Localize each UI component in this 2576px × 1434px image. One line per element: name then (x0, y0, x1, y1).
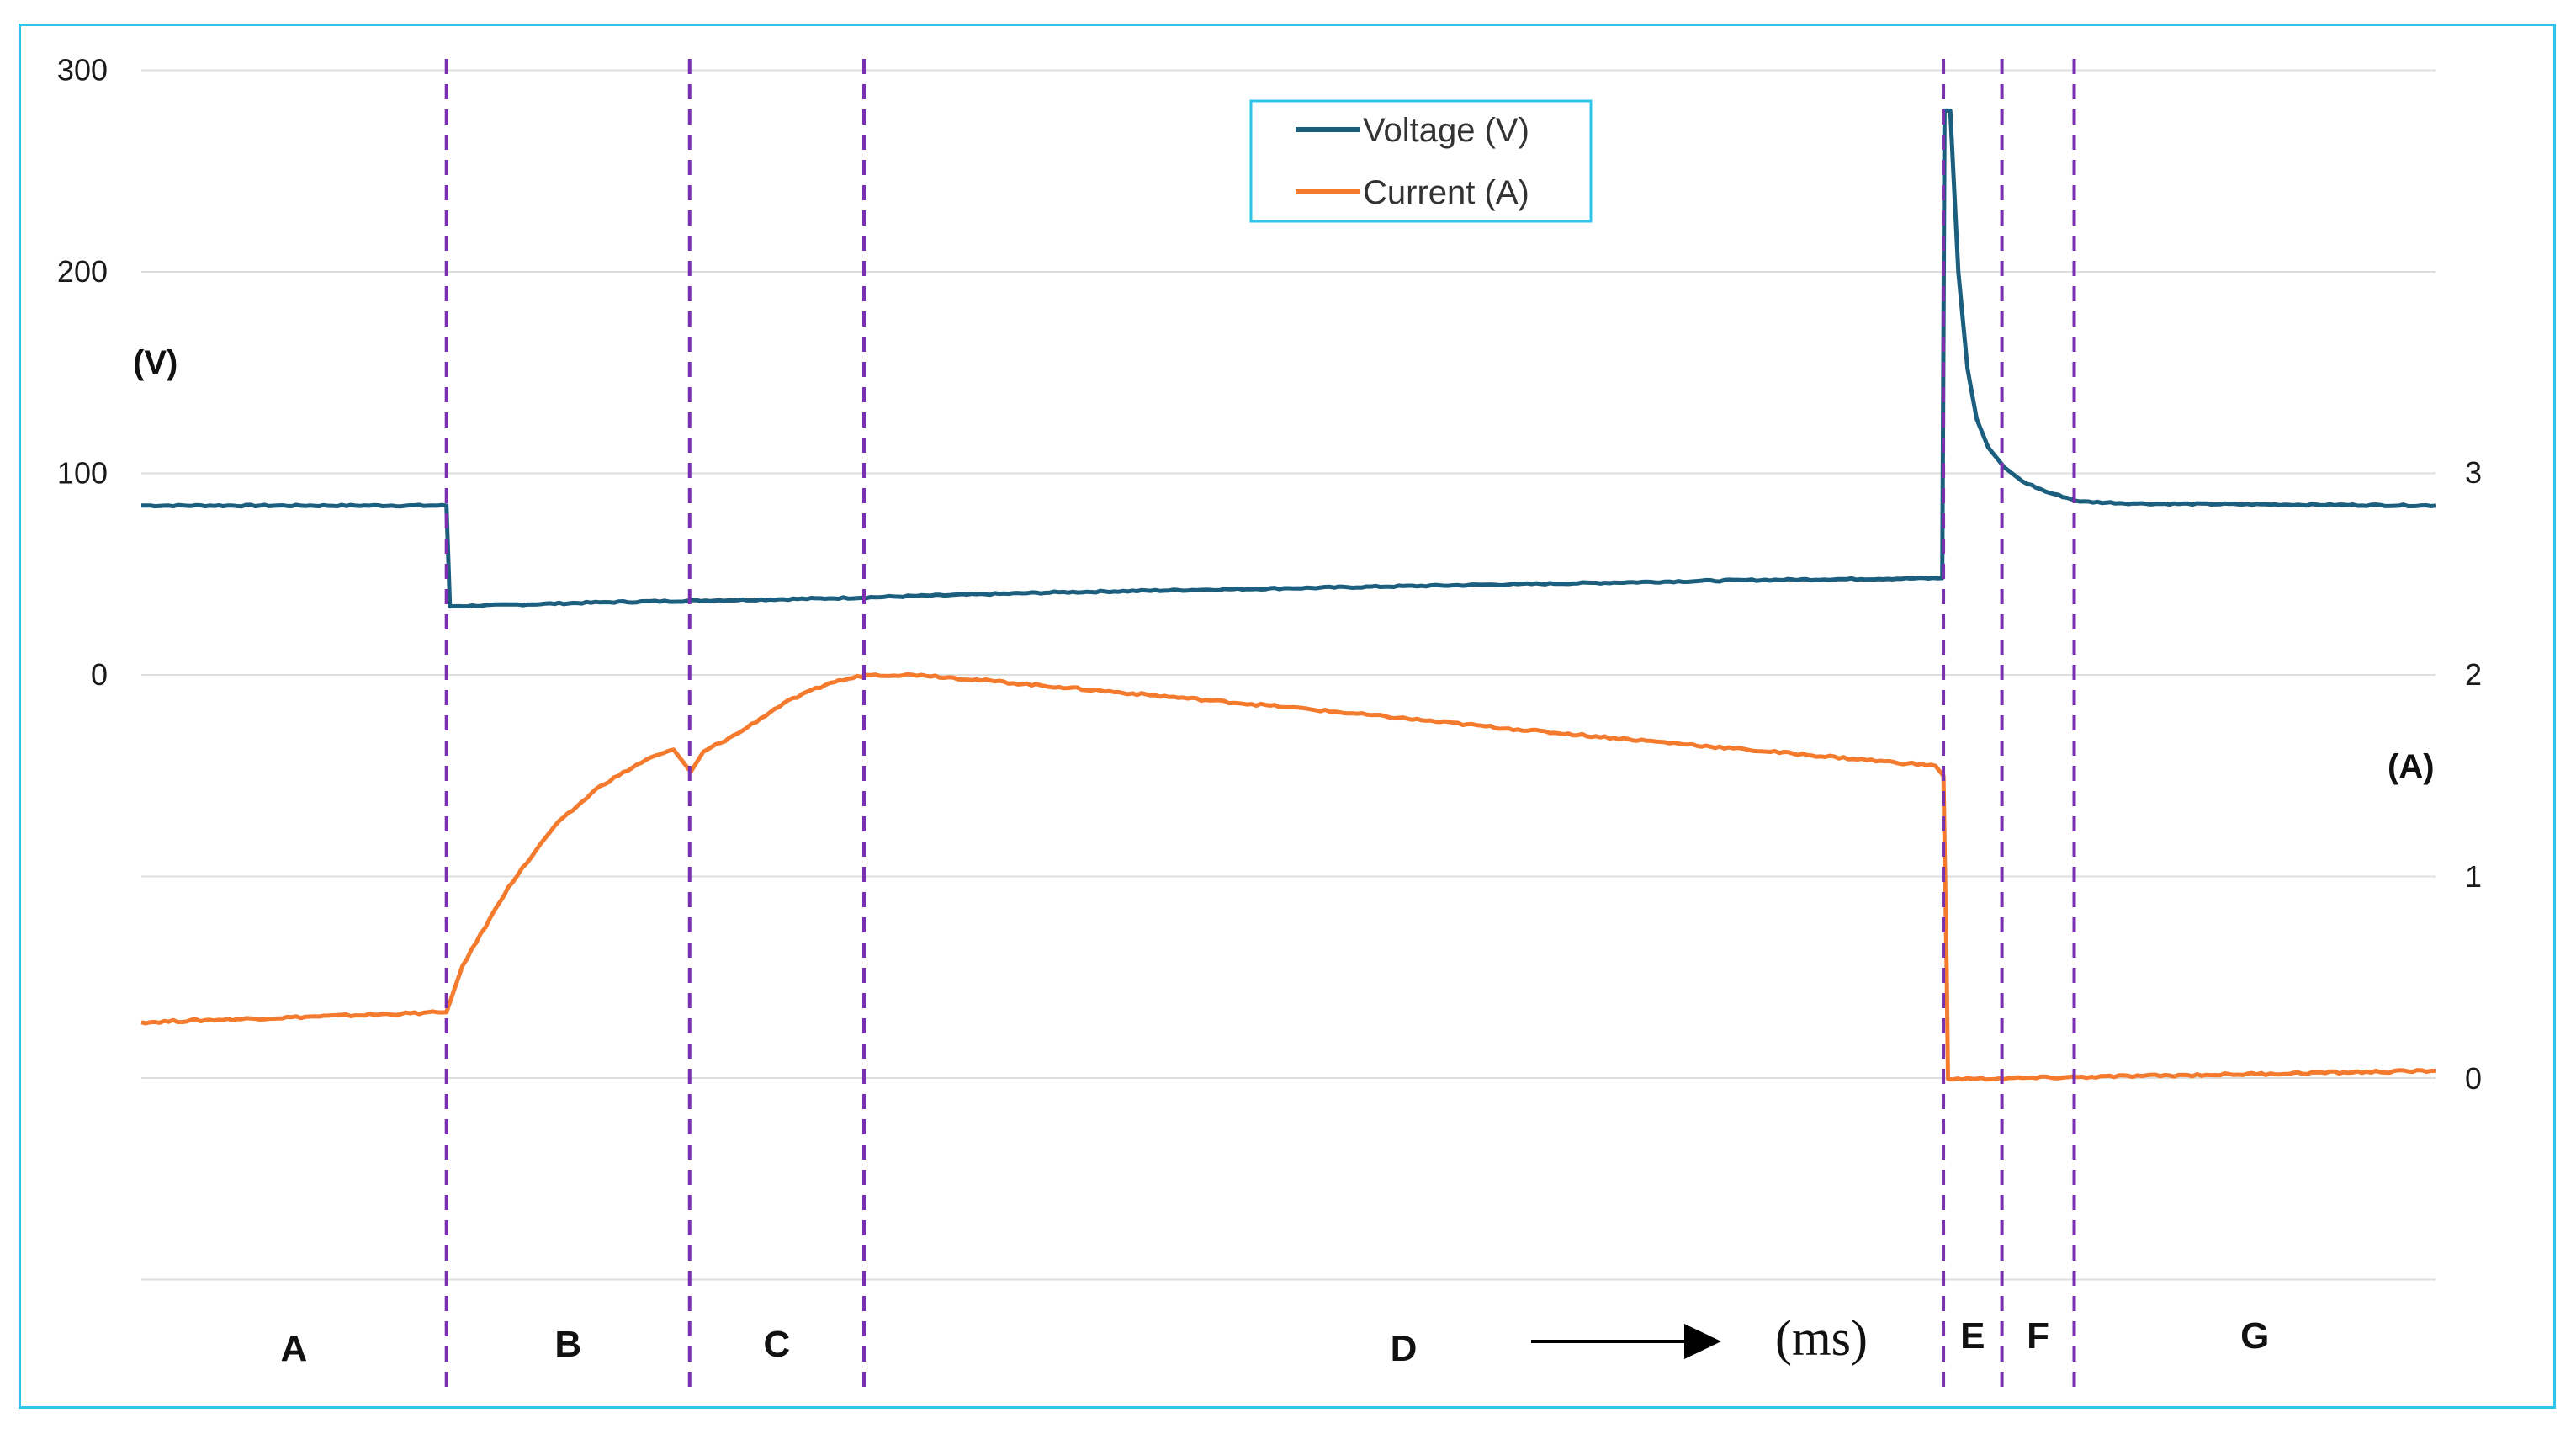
series-lines (140, 108, 2436, 1082)
series-line-voltage (141, 108, 2436, 609)
legend-label-voltage: Voltage (V) (1363, 112, 1529, 149)
right-axis-ticks: 3 2 1 0 (2465, 455, 2482, 1096)
x-unit-label: (ms) (1775, 1310, 1868, 1366)
left-tick-label: 300 (57, 53, 108, 88)
left-tick-label: 200 (57, 254, 108, 289)
right-tick-label: 0 (2465, 1061, 2482, 1096)
left-axis-label: (V) (133, 344, 178, 381)
region-label-g: G (2240, 1315, 2269, 1357)
legend-label-current: Current (A) (1363, 174, 1529, 211)
right-tick-label: 3 (2465, 455, 2482, 490)
region-label-f: F (2027, 1315, 2049, 1357)
left-tick-label: 100 (57, 456, 108, 491)
region-label-e: E (1960, 1315, 1985, 1357)
left-axis-ticks: 300 200 100 0 (57, 53, 108, 693)
region-label-a: A (280, 1328, 307, 1369)
right-axis-label: (A) (2388, 748, 2435, 785)
region-label-c: C (763, 1324, 790, 1365)
chart-frame (19, 24, 2556, 1409)
region-boundaries (444, 59, 2076, 1393)
arrow-head-icon (1684, 1324, 1721, 1359)
right-tick-label: 2 (2465, 657, 2482, 692)
legend-box (1249, 99, 1593, 223)
left-tick-label: 0 (91, 657, 108, 692)
right-tick-label: 1 (2465, 859, 2482, 894)
series-line-current (140, 672, 2436, 1082)
time-arrow: (ms) (1531, 1310, 1868, 1366)
region-label-d: D (1391, 1328, 1418, 1369)
grid-lines (141, 69, 2436, 1281)
region-label-b: B (554, 1324, 581, 1365)
legend: Voltage (V) Current (A) (1249, 99, 1593, 223)
